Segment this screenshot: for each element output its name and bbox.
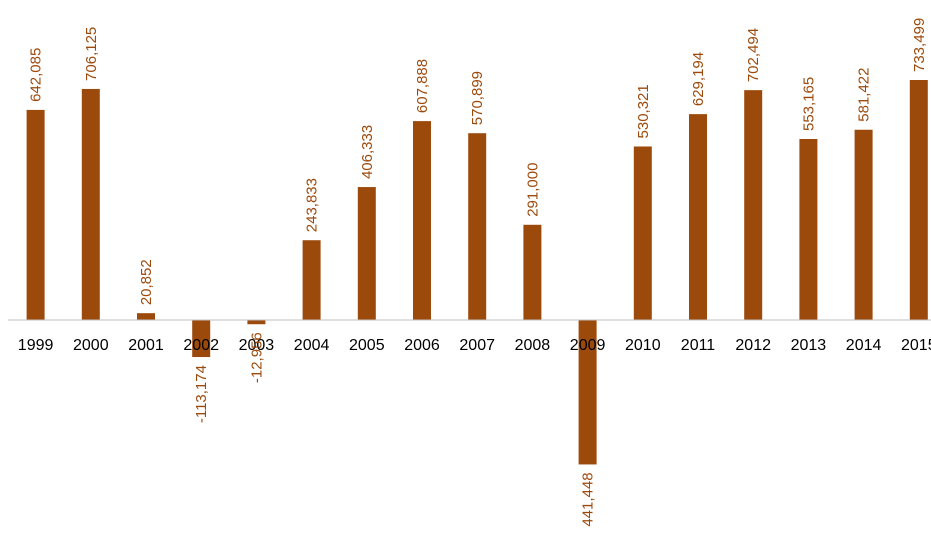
bar-2011	[689, 114, 707, 320]
data-label: 243,833	[304, 178, 321, 232]
x-tick-label: 2012	[735, 337, 771, 354]
bar-2010	[633, 146, 652, 320]
x-tick-label: 2001	[128, 337, 164, 354]
data-label: -113,174	[193, 365, 210, 423]
bar-1999	[26, 109, 45, 320]
bar-2002	[192, 320, 211, 358]
x-tick-label: 2009	[570, 337, 606, 354]
bar-2004	[302, 240, 321, 320]
x-tick-label: 2003	[239, 337, 275, 354]
x-tick-label: 2000	[73, 337, 109, 354]
data-label: 570,899	[469, 71, 486, 125]
bar-2012	[744, 90, 763, 320]
data-label: 706,125	[83, 27, 100, 81]
data-label: 441,448	[580, 472, 597, 526]
x-tick-label: 2014	[846, 337, 882, 354]
data-label: -12,956	[248, 332, 265, 383]
x-tick-label: 2005	[349, 337, 385, 354]
x-tick-label: 2004	[294, 337, 330, 354]
x-tick-label: 2006	[404, 337, 440, 354]
bar-2005	[357, 187, 376, 320]
data-label: 20,852	[138, 259, 155, 305]
x-tick-label: 2011	[681, 337, 716, 354]
bar-2007	[468, 133, 487, 320]
data-label: 530,321	[635, 84, 652, 138]
x-tick-label: 2002	[183, 337, 219, 354]
x-tick-label: 2007	[459, 337, 495, 354]
data-label: 406,333	[359, 125, 376, 179]
data-label: 291,000	[524, 163, 541, 217]
bar-2000	[81, 88, 100, 320]
data-label: 629,194	[690, 52, 707, 106]
data-labels: 642,085 706,125 20,852 -113,174 -12,956 243,8…	[28, 18, 928, 527]
data-label: 702,494	[745, 28, 762, 82]
bar-2003	[247, 320, 266, 325]
x-tick-label: 2013	[791, 337, 827, 354]
bar-2013	[799, 139, 818, 320]
data-label: 581,422	[856, 68, 873, 122]
bar-2014	[854, 129, 873, 320]
bar-2001	[137, 313, 155, 320]
bars-group	[26, 80, 928, 465]
x-tick-label: 2010	[625, 337, 661, 354]
data-label: 607,888	[414, 59, 431, 113]
x-tick-labels: 1999 2000 2001 2002 2003 2004 2005 2006 2007 2008…	[18, 337, 931, 354]
data-label: 733,499	[911, 18, 928, 72]
x-tick-label: 1999	[18, 337, 54, 354]
x-tick-label: 2008	[515, 337, 551, 354]
data-label: 642,085	[28, 48, 45, 102]
bar-2006	[413, 121, 431, 321]
bar-2015	[909, 80, 928, 320]
bar-2008	[523, 224, 542, 320]
x-tick-label: 2015	[901, 337, 931, 354]
data-label: 553,165	[800, 77, 817, 131]
bar-2009	[578, 320, 597, 465]
